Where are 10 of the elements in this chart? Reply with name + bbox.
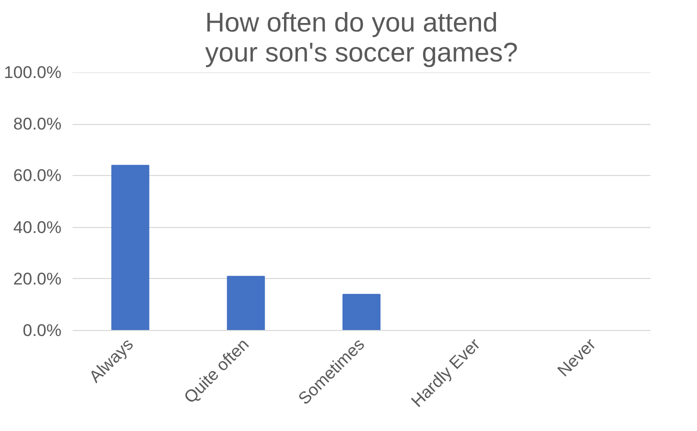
bar — [226, 276, 265, 330]
y-tick-label: 40.0% — [13, 218, 62, 237]
y-tick-label: 60.0% — [13, 166, 62, 186]
y-tick-label: 100.0% — [4, 63, 62, 82]
bar — [111, 164, 150, 330]
y-tick-label: 0.0% — [22, 321, 62, 340]
chart-title: How often do you attend your son's soccer games? — [205, 8, 518, 68]
y-tick-label: 80.0% — [13, 114, 62, 134]
bar — [342, 294, 380, 330]
y-tick-label: 20.0% — [13, 269, 62, 288]
